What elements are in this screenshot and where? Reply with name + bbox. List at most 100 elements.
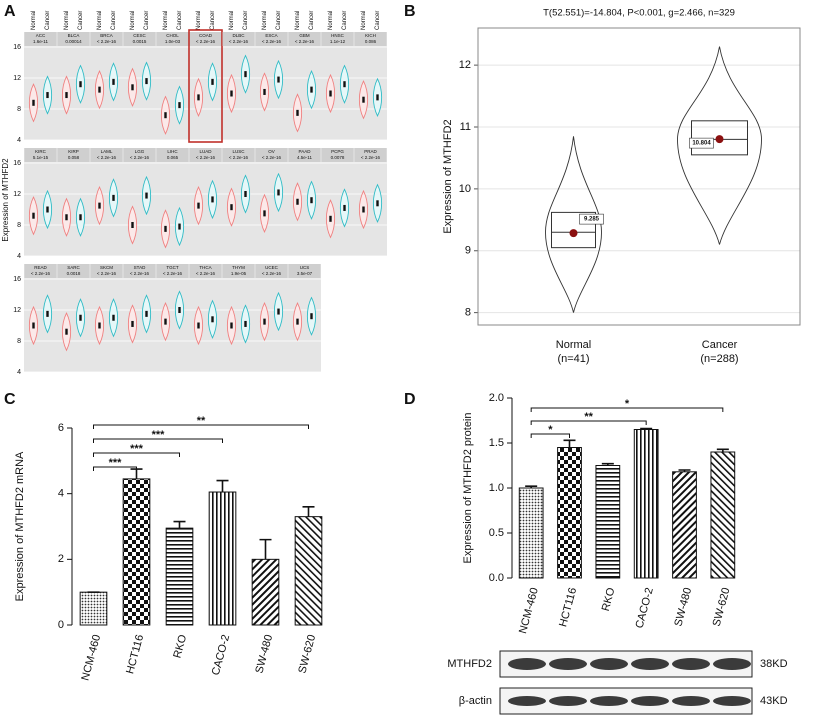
highlight-box [188,29,223,143]
x-tick-label: CACO-2 [210,633,232,676]
p-value: 0.065 [167,155,179,160]
cancer-type: THCA [199,265,211,270]
median-box [362,206,365,213]
median-box [32,212,35,219]
error-bar [525,485,538,488]
median-box [263,210,266,217]
cancer-type: LUAD [199,149,212,154]
median-box [145,78,148,85]
p-value: 1.1e-12 [330,39,346,44]
significance-label: * [625,398,630,410]
blot-band [672,696,710,706]
y-tick-label: 12 [13,191,21,198]
p-value: < 2.2e-16 [163,271,183,276]
strip [189,32,222,46]
error-bar [173,520,186,529]
p-value: 0.086 [365,39,377,44]
p-value: 4.5e-11 [297,155,312,160]
median-box [79,314,82,321]
bar [294,516,323,626]
strip [222,148,255,162]
blot-size: 38KD [760,658,788,670]
y-tick-label: 2 [58,553,64,565]
p-value: < 2.2e-16 [130,155,150,160]
median-box [46,92,49,99]
cancer-type: HNSC [331,33,345,38]
blot-band [508,658,546,670]
median-box [230,204,233,211]
median-box [362,96,365,103]
mean-label-box [689,137,714,149]
mean-label: 9.285 [584,217,600,223]
mean-point [569,229,578,238]
plot-background [24,148,387,256]
strip [24,148,57,162]
significance-label: *** [152,429,166,441]
y-tick-label: 16 [13,44,21,51]
median-box [329,90,332,97]
cancer-type: CHOL [166,33,179,38]
cancer-type: LGG [135,149,145,154]
error-bar [640,427,653,430]
group-label: Normal [163,11,169,30]
median-box [343,204,346,211]
x-tick-label: CACO-2 [634,586,656,629]
y-tick-label: 10 [459,183,471,195]
p-value: < 2.2e-16 [196,271,216,276]
blot-band [713,658,751,670]
median-box [46,310,49,317]
median-box [244,320,247,327]
error-bar [716,448,729,452]
strip [123,148,156,162]
p-value: 0.0015 [133,39,147,44]
group-label: Cancer [210,11,216,30]
p-value: < 2.2e-16 [361,155,381,160]
bar [122,478,151,626]
strip [255,32,288,46]
median-box [164,225,167,232]
x-tick-label: NCM-460 [79,633,103,682]
bar [165,527,194,626]
error-bar [601,462,614,466]
median-box [310,313,313,320]
p-value: 1.0e-03 [165,39,181,44]
x-tick-label: SW-480 [672,586,694,627]
strip [24,32,57,46]
median-box [296,109,299,116]
cancer-type: UCEC [265,265,279,270]
median-box [296,198,299,205]
p-value: < 2.2e-16 [97,39,117,44]
chart-title: T(52.551)=-14.804, P<0.001, g=2.466, n=3… [543,8,735,19]
strip [255,264,288,278]
cancer-type: LAML [101,149,113,154]
group-label: Normal [262,11,268,30]
significance-label: * [548,424,553,436]
median-box [65,214,68,221]
error-bar [678,469,691,472]
violin [545,136,602,313]
group-label: Normal [295,11,301,30]
cancer-type: BLCA [68,33,80,38]
cancer-type: GBM [299,33,310,38]
significance-bracket [93,466,137,471]
x-tick-label: RKO [600,586,618,613]
p-value: < 2.2e-16 [262,271,282,276]
p-value: < 2.2e-16 [295,39,315,44]
y-tick-label: 4 [17,253,21,260]
cancer-type: BRCA [100,33,113,38]
error-bar [563,439,576,448]
median-box [65,92,68,99]
count-label: (n=41) [557,353,589,365]
p-value: < 2.2e-16 [196,39,216,44]
p-value: 0.0078 [331,155,345,160]
median-box [263,88,266,95]
significance-bracket [530,407,724,412]
significance-bracket [530,420,647,425]
cancer-type: LUSC [232,149,245,154]
y-axis-label: Expression of MTHFD2 [1,158,10,242]
p-value: 0.00014 [65,39,82,44]
bar [518,487,544,579]
cancer-type: KIRP [68,149,79,154]
blot-band [549,658,587,670]
cancer-type: KICH [365,33,376,38]
